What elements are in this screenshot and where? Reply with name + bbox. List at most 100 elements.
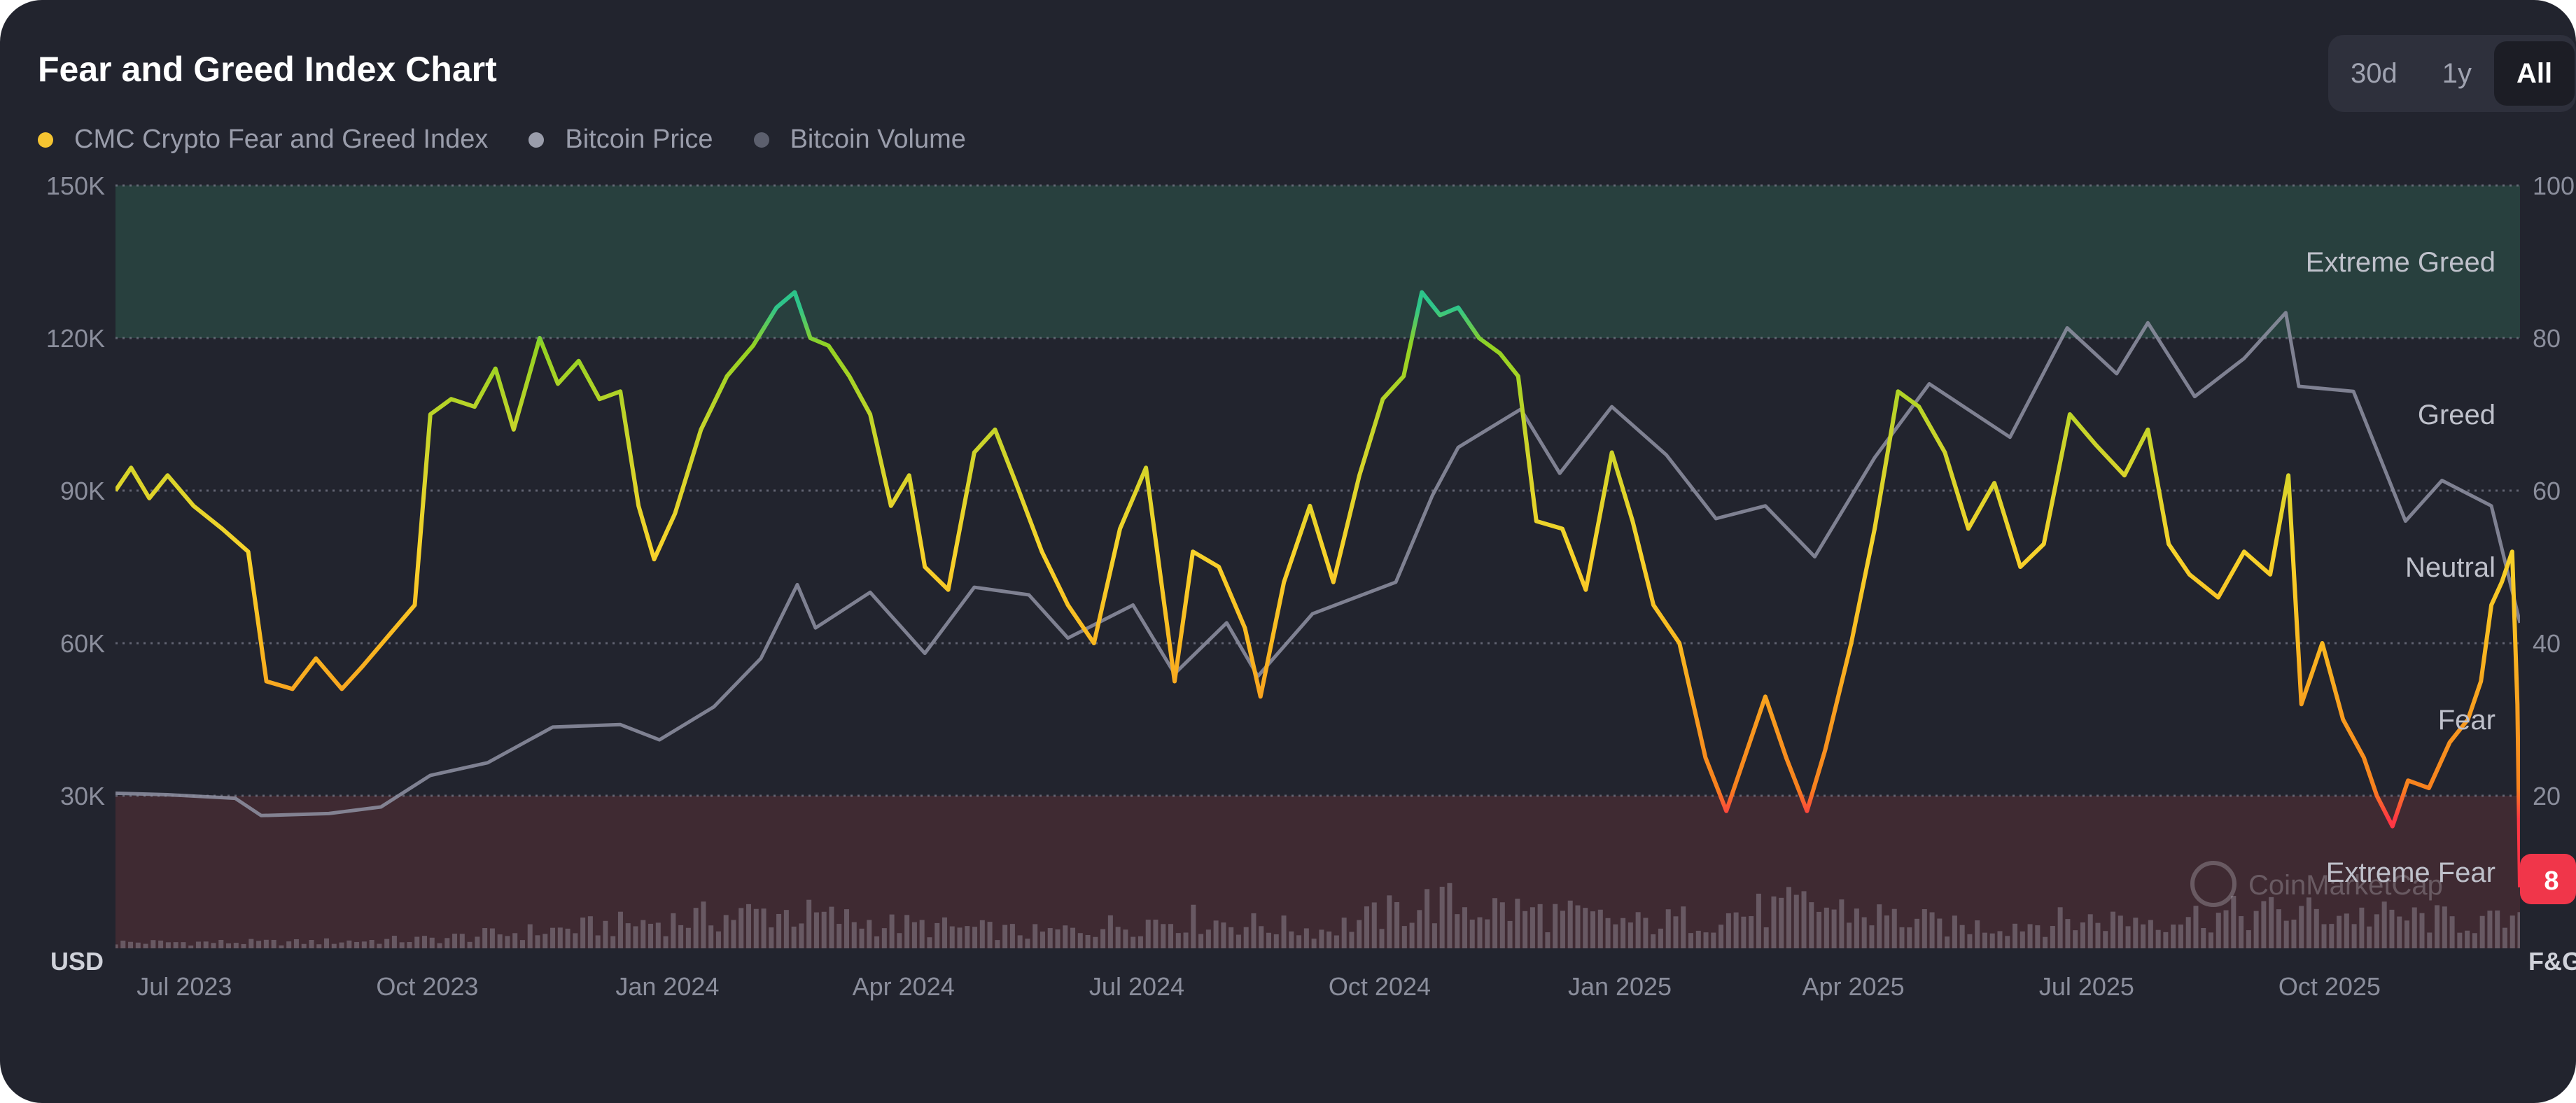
volume-bar bbox=[1085, 934, 1091, 948]
volume-bar bbox=[316, 944, 322, 948]
x-tick: Oct 2023 bbox=[376, 972, 478, 1001]
volume-bar bbox=[859, 928, 864, 948]
volume-bar bbox=[934, 922, 940, 948]
volume-bar bbox=[519, 940, 525, 948]
volume-bar bbox=[2103, 931, 2108, 948]
volume-bar bbox=[1296, 935, 1302, 948]
volume-bar bbox=[407, 941, 412, 948]
volume-bar bbox=[2253, 911, 2259, 948]
volume-bar bbox=[1583, 908, 1588, 948]
volume-bar bbox=[256, 941, 262, 948]
volume-bar bbox=[2276, 909, 2281, 948]
legend-bitcoin-volume[interactable]: Bitcoin Volume bbox=[753, 125, 966, 155]
volume-bar bbox=[1914, 918, 1920, 948]
volume-bar bbox=[1251, 913, 1256, 948]
range-30d-button[interactable]: 30d bbox=[2351, 58, 2398, 89]
volume-bar bbox=[1733, 912, 1739, 948]
range-1y-button[interactable]: 1y bbox=[2442, 58, 2472, 89]
volume-bar bbox=[1055, 929, 1060, 948]
volume-bar bbox=[1809, 902, 1814, 948]
volume-bar bbox=[1183, 932, 1189, 948]
volume-bar bbox=[181, 942, 186, 948]
volume-bar bbox=[1455, 914, 1460, 948]
volume-bar bbox=[2201, 927, 2206, 948]
volume-bar bbox=[2141, 924, 2146, 948]
volume-bar bbox=[1281, 915, 1287, 948]
volume-bar bbox=[587, 916, 593, 948]
volume-bar bbox=[1530, 907, 1535, 948]
volume-bar bbox=[919, 920, 925, 948]
volume-bar bbox=[640, 920, 646, 948]
volume-bar bbox=[1417, 910, 1422, 948]
volume-bar bbox=[836, 924, 842, 948]
volume-bar bbox=[685, 927, 691, 948]
volume-bar bbox=[2095, 922, 2101, 948]
volume-bar bbox=[1130, 936, 1136, 948]
volume-bar bbox=[2314, 908, 2319, 948]
volume-bar bbox=[1439, 887, 1445, 948]
legend-bitcoin-price[interactable]: Bitcoin Price bbox=[528, 125, 713, 155]
range-all-button[interactable]: All bbox=[2494, 41, 2575, 106]
volume-bar bbox=[195, 941, 201, 948]
volume-bar bbox=[1741, 916, 1746, 948]
volume-bar bbox=[2261, 901, 2267, 948]
volume-bar bbox=[2457, 932, 2463, 948]
volume-bar bbox=[2035, 925, 2040, 948]
volume-bar bbox=[437, 943, 442, 948]
volume-bar bbox=[1545, 932, 1550, 948]
volume-bar bbox=[2223, 910, 2229, 948]
volume-bar bbox=[791, 926, 797, 948]
volume-bar bbox=[565, 928, 570, 948]
volume-bar bbox=[1424, 889, 1430, 948]
volume-bar bbox=[2087, 914, 2093, 948]
volume-bar bbox=[1839, 899, 1844, 948]
volume-bar bbox=[1123, 929, 1128, 948]
volume-bar bbox=[2344, 913, 2349, 948]
x-tick: Jul 2025 bbox=[2039, 972, 2134, 1001]
volume-bar bbox=[1718, 925, 1724, 948]
volume-bar bbox=[663, 936, 668, 948]
zone-label-greed: Greed bbox=[2418, 400, 2496, 430]
volume-bar bbox=[324, 938, 330, 948]
volume-bar bbox=[248, 939, 254, 948]
bitcoin-price-line bbox=[115, 311, 2520, 817]
volume-bar bbox=[701, 901, 706, 948]
volume-bar bbox=[746, 904, 752, 948]
volume-bar bbox=[399, 942, 405, 948]
volume-bar bbox=[1145, 920, 1151, 948]
volume-bar bbox=[2012, 923, 2018, 948]
x-tick: Oct 2025 bbox=[2278, 972, 2381, 1001]
volume-bar bbox=[1749, 916, 1754, 948]
volume-bar bbox=[1485, 919, 1490, 948]
volume-bar bbox=[1334, 935, 1339, 948]
volume-bar bbox=[1793, 894, 1799, 948]
y-tick-left: 150K bbox=[46, 171, 105, 200]
current-value-badge bbox=[2520, 854, 2576, 904]
volume-bar bbox=[2155, 929, 2161, 948]
volume-bar bbox=[241, 943, 246, 948]
watermark-icon bbox=[2190, 861, 2236, 907]
volume-bar bbox=[1379, 929, 1385, 948]
volume-bar bbox=[2148, 920, 2153, 948]
volume-bar bbox=[625, 923, 631, 948]
volume-bar bbox=[1040, 932, 1045, 948]
volume-bar bbox=[1303, 928, 1309, 948]
y-tick-right: 80 bbox=[2533, 324, 2561, 353]
volume-bar bbox=[2299, 906, 2304, 948]
legend-fear-greed[interactable]: CMC Crypto Fear and Greed Index bbox=[38, 125, 488, 155]
volume-bar bbox=[2073, 930, 2078, 948]
volume-bar bbox=[2321, 924, 2327, 948]
volume-bar bbox=[2185, 917, 2191, 948]
zone-label-neutral: Neutral bbox=[2405, 552, 2496, 583]
volume-bar bbox=[2381, 901, 2387, 948]
volume-bar bbox=[1620, 918, 1626, 948]
volume-bar bbox=[331, 943, 337, 948]
volume-bar bbox=[1703, 932, 1709, 948]
volume-bar bbox=[1198, 934, 1204, 948]
volume-bar bbox=[2337, 915, 2342, 948]
volume-bar bbox=[1613, 924, 1618, 948]
volume-bar bbox=[911, 922, 917, 948]
volume-bar bbox=[2208, 932, 2214, 948]
volume-bar bbox=[1341, 918, 1347, 948]
